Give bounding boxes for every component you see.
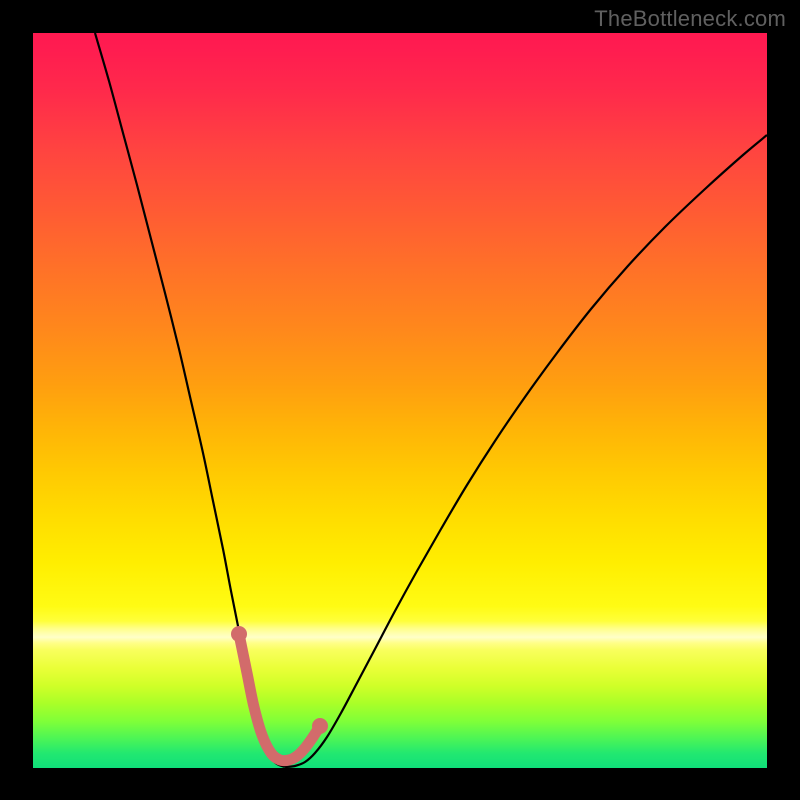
plot-area [33, 33, 767, 768]
optimal-zone-overlay [33, 33, 767, 768]
chart-frame: TheBottleneck.com [0, 0, 800, 800]
watermark-text: TheBottleneck.com [594, 6, 786, 32]
